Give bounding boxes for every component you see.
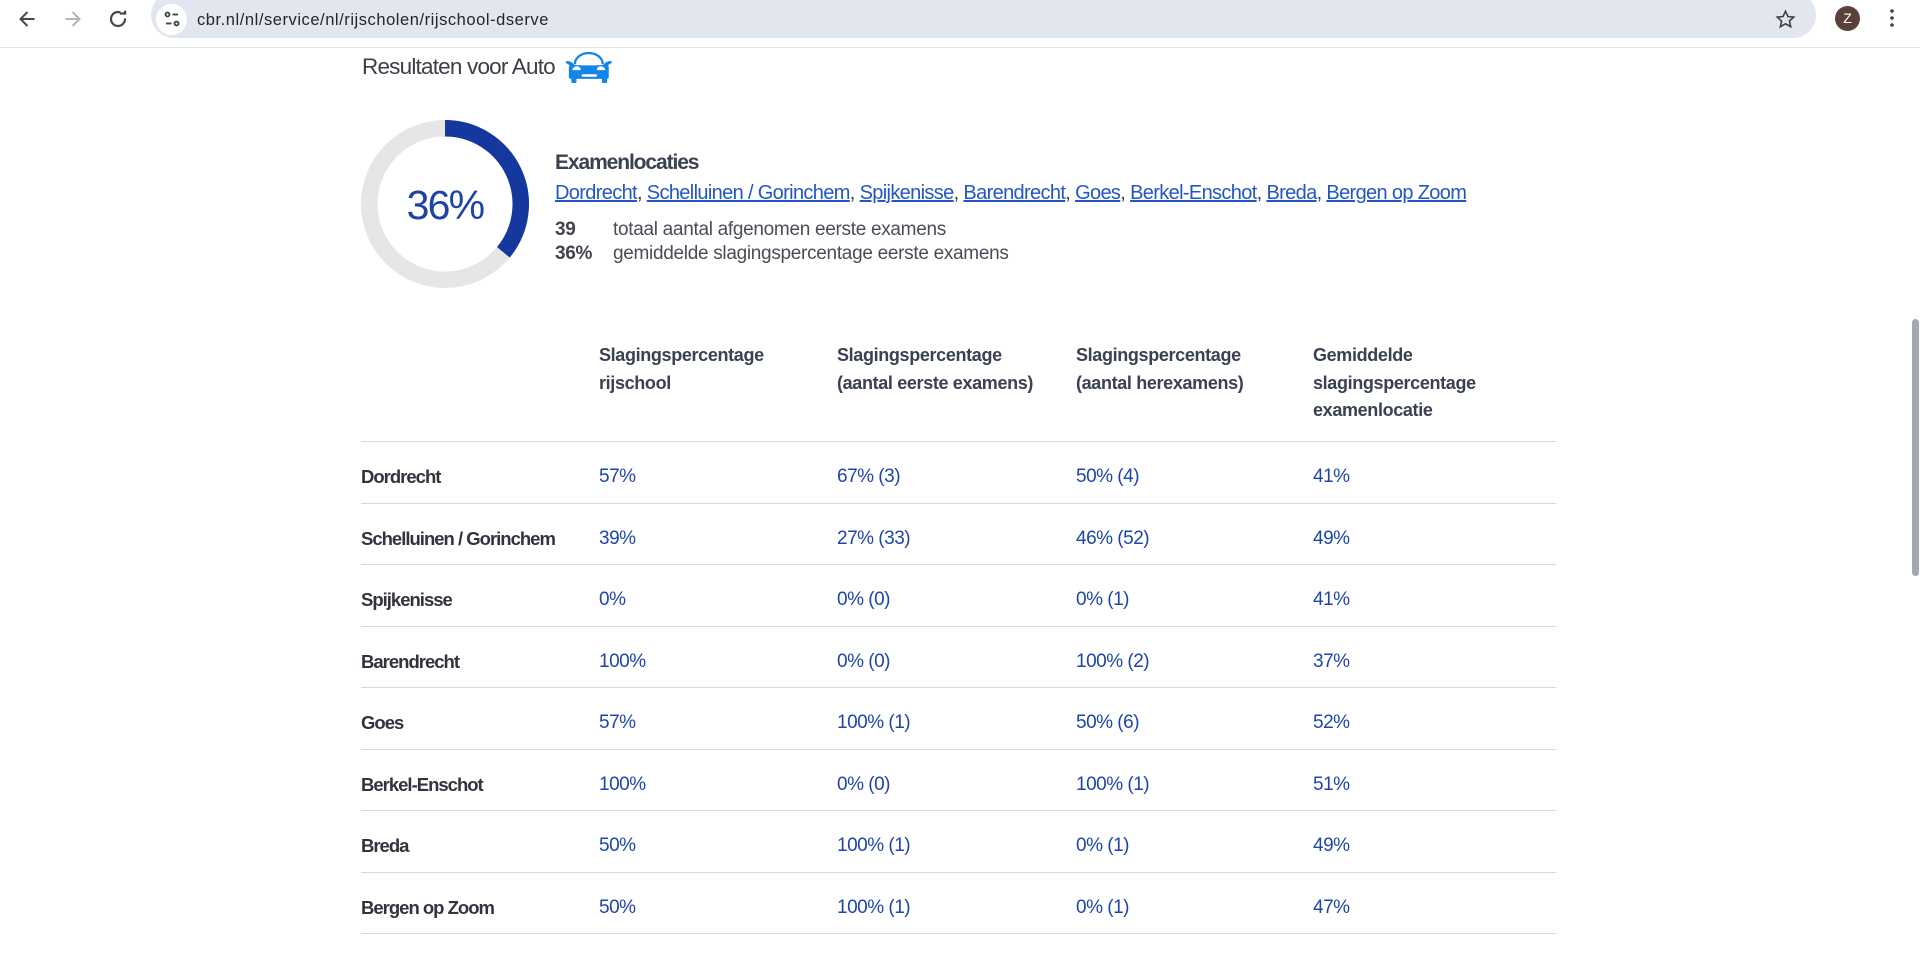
svg-text:36%: 36% (407, 182, 484, 228)
